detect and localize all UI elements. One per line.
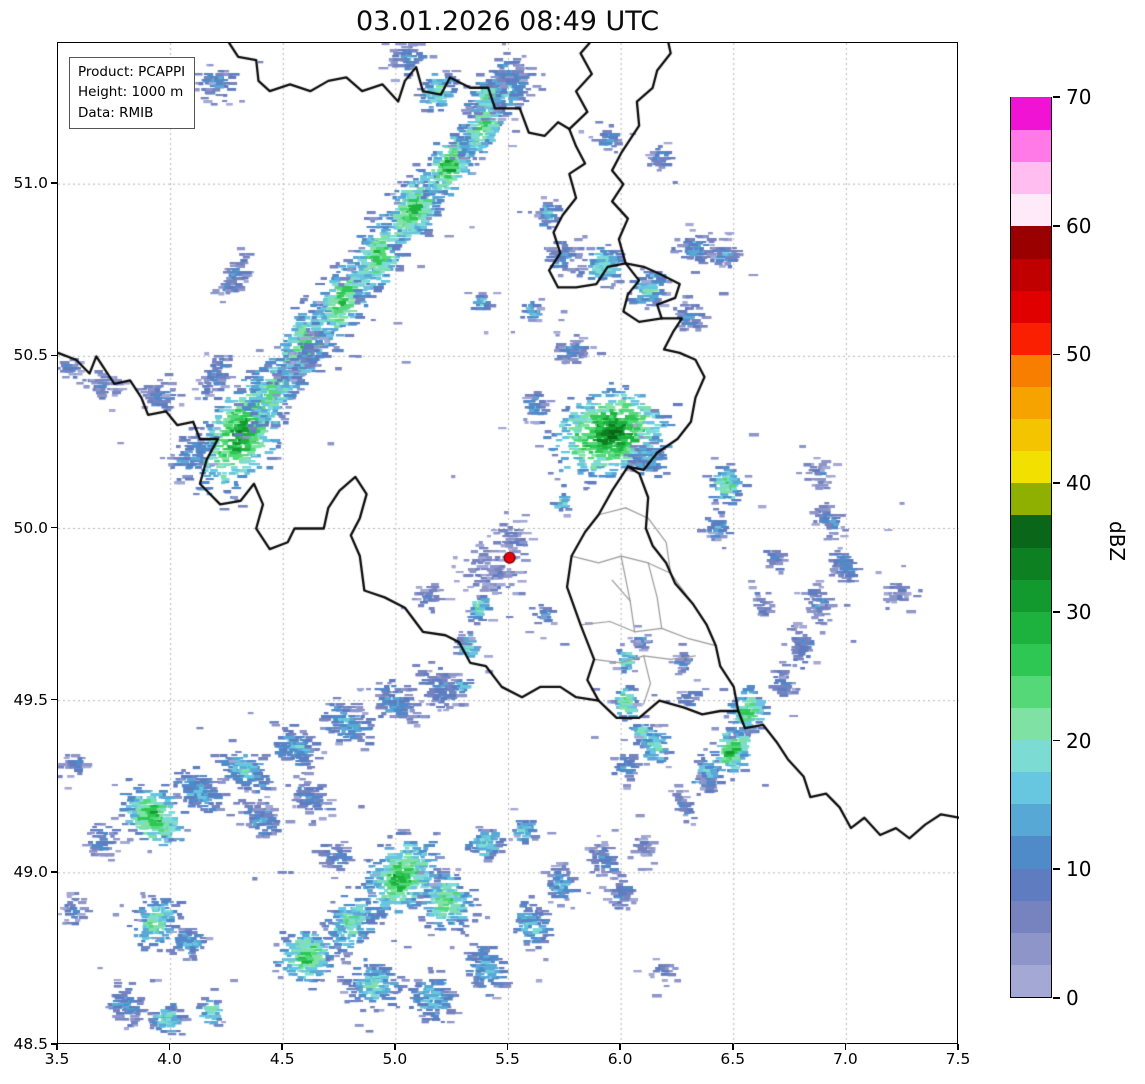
x-tick-mark bbox=[281, 1044, 284, 1050]
y-tick-label: 51.0 bbox=[13, 174, 48, 193]
x-tick-label: 4.5 bbox=[269, 1050, 295, 1068]
colorbar-band bbox=[1011, 738, 1051, 773]
colorbar-band bbox=[1011, 321, 1051, 355]
y-tick-label: 50.0 bbox=[13, 518, 48, 537]
radar-echo-canvas bbox=[58, 43, 959, 1045]
colorbar-label: dBZ bbox=[1105, 521, 1129, 562]
colorbar-tick-label: 20 bbox=[1066, 728, 1092, 753]
colorbar-band bbox=[1011, 963, 1051, 997]
colorbar-tick-label: 70 bbox=[1066, 85, 1092, 109]
colorbar-band bbox=[1011, 257, 1051, 291]
product-info-box: Product: PCAPPI Height: 1000 m Data: RMI… bbox=[69, 57, 196, 129]
colorbar-tick-label: 10 bbox=[1066, 857, 1092, 882]
colorbar-band bbox=[1011, 449, 1051, 484]
colorbar-band bbox=[1011, 610, 1051, 644]
x-tick-mark bbox=[506, 1044, 509, 1050]
colorbar-band bbox=[1011, 96, 1051, 131]
info-line-height: Height: 1000 m bbox=[78, 84, 184, 101]
x-tick-label: 6.5 bbox=[720, 1050, 746, 1068]
x-tick-mark bbox=[731, 1044, 734, 1050]
y-tick-label: 49.5 bbox=[13, 690, 48, 709]
figure-title: 03.01.2026 08:49 UTC bbox=[355, 6, 660, 37]
colorbar-tick-mark bbox=[1053, 739, 1060, 742]
colorbar-tick-label: 50 bbox=[1066, 342, 1092, 367]
colorbar-tick-mark bbox=[1053, 96, 1060, 98]
y-tick-mark bbox=[51, 182, 57, 184]
colorbar-band bbox=[1011, 674, 1051, 709]
y-tick-mark bbox=[51, 354, 57, 357]
info-line-data-source: Data: RMIB bbox=[78, 104, 154, 121]
x-tick-label: 5.5 bbox=[495, 1050, 520, 1068]
colorbar-band bbox=[1011, 225, 1051, 259]
colorbar-band bbox=[1011, 514, 1051, 548]
colorbar-band bbox=[1011, 642, 1051, 676]
x-tick-mark bbox=[844, 1044, 847, 1050]
colorbar-band bbox=[1011, 706, 1051, 741]
colorbar bbox=[1010, 96, 1052, 998]
colorbar-tick-label: 60 bbox=[1066, 213, 1092, 238]
colorbar-band bbox=[1011, 546, 1051, 580]
colorbar-band bbox=[1011, 353, 1051, 387]
x-tick-mark bbox=[394, 1044, 396, 1050]
colorbar-band bbox=[1011, 128, 1051, 163]
y-tick-label: 49.0 bbox=[13, 862, 48, 881]
x-tick-label: 4.0 bbox=[157, 1050, 182, 1068]
colorbar-tick-mark bbox=[1053, 353, 1060, 356]
colorbar-band bbox=[1011, 899, 1051, 933]
colorbar-band bbox=[1011, 160, 1051, 195]
y-tick-label: 50.5 bbox=[13, 346, 48, 365]
map-plot-area: Product: PCAPPI Height: 1000 m Data: RMI… bbox=[57, 42, 959, 1045]
y-tick-mark bbox=[51, 698, 57, 701]
colorbar-tick-label: 0 bbox=[1066, 986, 1079, 1010]
x-tick-mark bbox=[619, 1044, 621, 1050]
colorbar-band bbox=[1011, 481, 1051, 516]
colorbar-tick-mark bbox=[1053, 997, 1060, 999]
x-tick-label: 7.0 bbox=[833, 1050, 858, 1068]
y-tick-mark bbox=[51, 526, 57, 529]
colorbar-tick-mark bbox=[1053, 224, 1060, 227]
x-tick-label: 5.0 bbox=[382, 1050, 408, 1068]
colorbar-tick-label: 30 bbox=[1066, 599, 1092, 624]
x-tick-label: 6.0 bbox=[607, 1050, 633, 1068]
colorbar-band bbox=[1011, 192, 1051, 227]
colorbar-tick-mark bbox=[1053, 868, 1060, 871]
colorbar-tick-label: 40 bbox=[1066, 471, 1092, 496]
colorbar-band bbox=[1011, 385, 1051, 420]
x-tick-label: 3.5 bbox=[44, 1050, 70, 1068]
y-tick-mark bbox=[51, 871, 57, 873]
colorbar-tick-mark bbox=[1053, 482, 1060, 484]
info-line-product: Product: PCAPPI bbox=[78, 64, 186, 80]
x-tick-mark bbox=[56, 1044, 58, 1050]
colorbar-tick-mark bbox=[1053, 611, 1060, 613]
x-tick-label: 7.5 bbox=[945, 1050, 971, 1068]
colorbar-band bbox=[1011, 289, 1051, 323]
colorbar-band bbox=[1011, 931, 1051, 965]
colorbar-band bbox=[1011, 770, 1051, 805]
colorbar-band bbox=[1011, 417, 1051, 452]
colorbar-band bbox=[1011, 578, 1051, 612]
colorbar-band bbox=[1011, 867, 1051, 901]
y-tick-mark bbox=[51, 1043, 57, 1045]
x-tick-mark bbox=[168, 1044, 171, 1050]
x-tick-mark bbox=[957, 1044, 959, 1050]
colorbar-band bbox=[1011, 835, 1051, 869]
y-tick-label: 48.5 bbox=[13, 1035, 48, 1053]
colorbar-band bbox=[1011, 803, 1051, 837]
